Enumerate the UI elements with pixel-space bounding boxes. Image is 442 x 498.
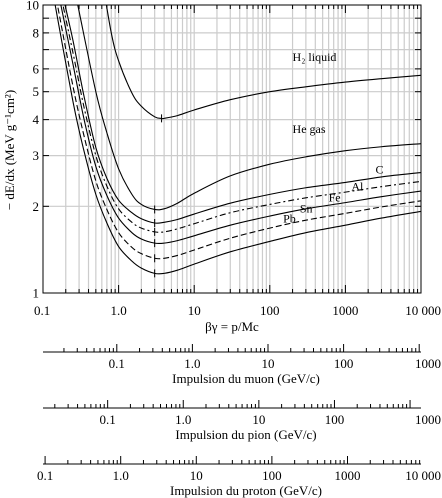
scale-tick-label: 1.0 xyxy=(184,356,200,371)
y-tick-label: 6 xyxy=(33,61,40,76)
plot-ticks xyxy=(42,4,422,294)
series-line xyxy=(60,5,421,245)
series-line xyxy=(77,5,421,211)
plot-grid xyxy=(43,5,421,293)
x-tick-label: 1.0 xyxy=(110,303,126,318)
y-tick-label: 1 xyxy=(33,286,40,301)
x-tick-label: 100 xyxy=(260,303,280,318)
scale-tick-label: 100 xyxy=(334,356,354,371)
momentum-scale: 0.1 1.0 10 100 1000 10 000 Impulsion du proton… xyxy=(37,456,441,498)
x-tick-label: 10 xyxy=(188,303,201,318)
scale-tick-label: 1.0 xyxy=(113,468,129,483)
x-tick-label: 0.1 xyxy=(34,303,50,318)
scale-tick-label: 1000 xyxy=(334,468,360,483)
series-label: C xyxy=(375,162,383,176)
scale-title: Impulsion du proton (GeV/c) xyxy=(170,483,322,498)
series-line xyxy=(56,5,421,260)
series-label: He gas xyxy=(293,122,326,136)
y-tick-label: 4 xyxy=(33,112,40,127)
momentum-scale: 0.1 1.0 10 100 1000 Impulsion du muon (GeV/c) xyxy=(43,344,441,386)
series-line xyxy=(54,5,421,275)
plot-curves xyxy=(54,5,421,278)
scale-tick-label: 1000 xyxy=(415,356,441,371)
scale-tick-label: 10 xyxy=(252,412,265,427)
scale-tick-label: 100 xyxy=(325,412,345,427)
scale-tick-label: 0.1 xyxy=(109,356,125,371)
x-tick-label: 1000 xyxy=(332,303,358,318)
x-axis-title: βγ = p/Mc xyxy=(205,319,259,334)
plot-frame xyxy=(42,4,422,294)
y-axis-title: − dE/dx (MeV g⁻¹cm²) xyxy=(2,90,17,210)
y-tick-label: 5 xyxy=(33,84,40,99)
scale-tick-label: 10 xyxy=(261,356,274,371)
series-line xyxy=(64,5,421,224)
y-tick-label: 3 xyxy=(33,148,40,163)
momentum-scale: 0.1 1.0 10 100 1000 Impulsion du pion (GeV/c) xyxy=(43,400,441,442)
series-label: Al xyxy=(351,179,364,193)
series-label: Sn xyxy=(300,202,313,216)
scale-tick-label: 10 xyxy=(190,468,203,483)
series-label: Pb xyxy=(283,211,296,225)
series-label: Fe xyxy=(329,190,341,204)
momentum-scales: 0.1 1.0 10 100 1000 Impulsion du muon (GeV/c)… xyxy=(37,344,441,498)
y-tick-label: 10 xyxy=(26,0,39,13)
scale-tick-label: 0.1 xyxy=(37,468,53,483)
scale-tick-label: 100 xyxy=(262,468,282,483)
scale-tick-label: 1000 xyxy=(415,412,441,427)
scale-tick-label: 10 000 xyxy=(405,468,441,483)
y-tick-label: 2 xyxy=(33,199,40,214)
curve-group xyxy=(54,5,421,278)
series-line xyxy=(105,5,421,120)
series-label: H₂ liquid xyxy=(293,50,337,64)
scale-title: Impulsion du pion (GeV/c) xyxy=(175,427,316,442)
scale-tick-label: 0.1 xyxy=(100,412,116,427)
scale-tick-label: 1.0 xyxy=(175,412,191,427)
scale-title: Impulsion du muon (GeV/c) xyxy=(172,371,320,386)
y-tick-label: 8 xyxy=(33,25,40,40)
x-tick-label: 10 000 xyxy=(405,303,441,318)
plot-labels: 0.1 1.0 10 100 1000 10 000 1 2 3 4 5 6 8 10 H₂ liquid H… xyxy=(26,0,441,318)
series-line xyxy=(62,5,421,233)
